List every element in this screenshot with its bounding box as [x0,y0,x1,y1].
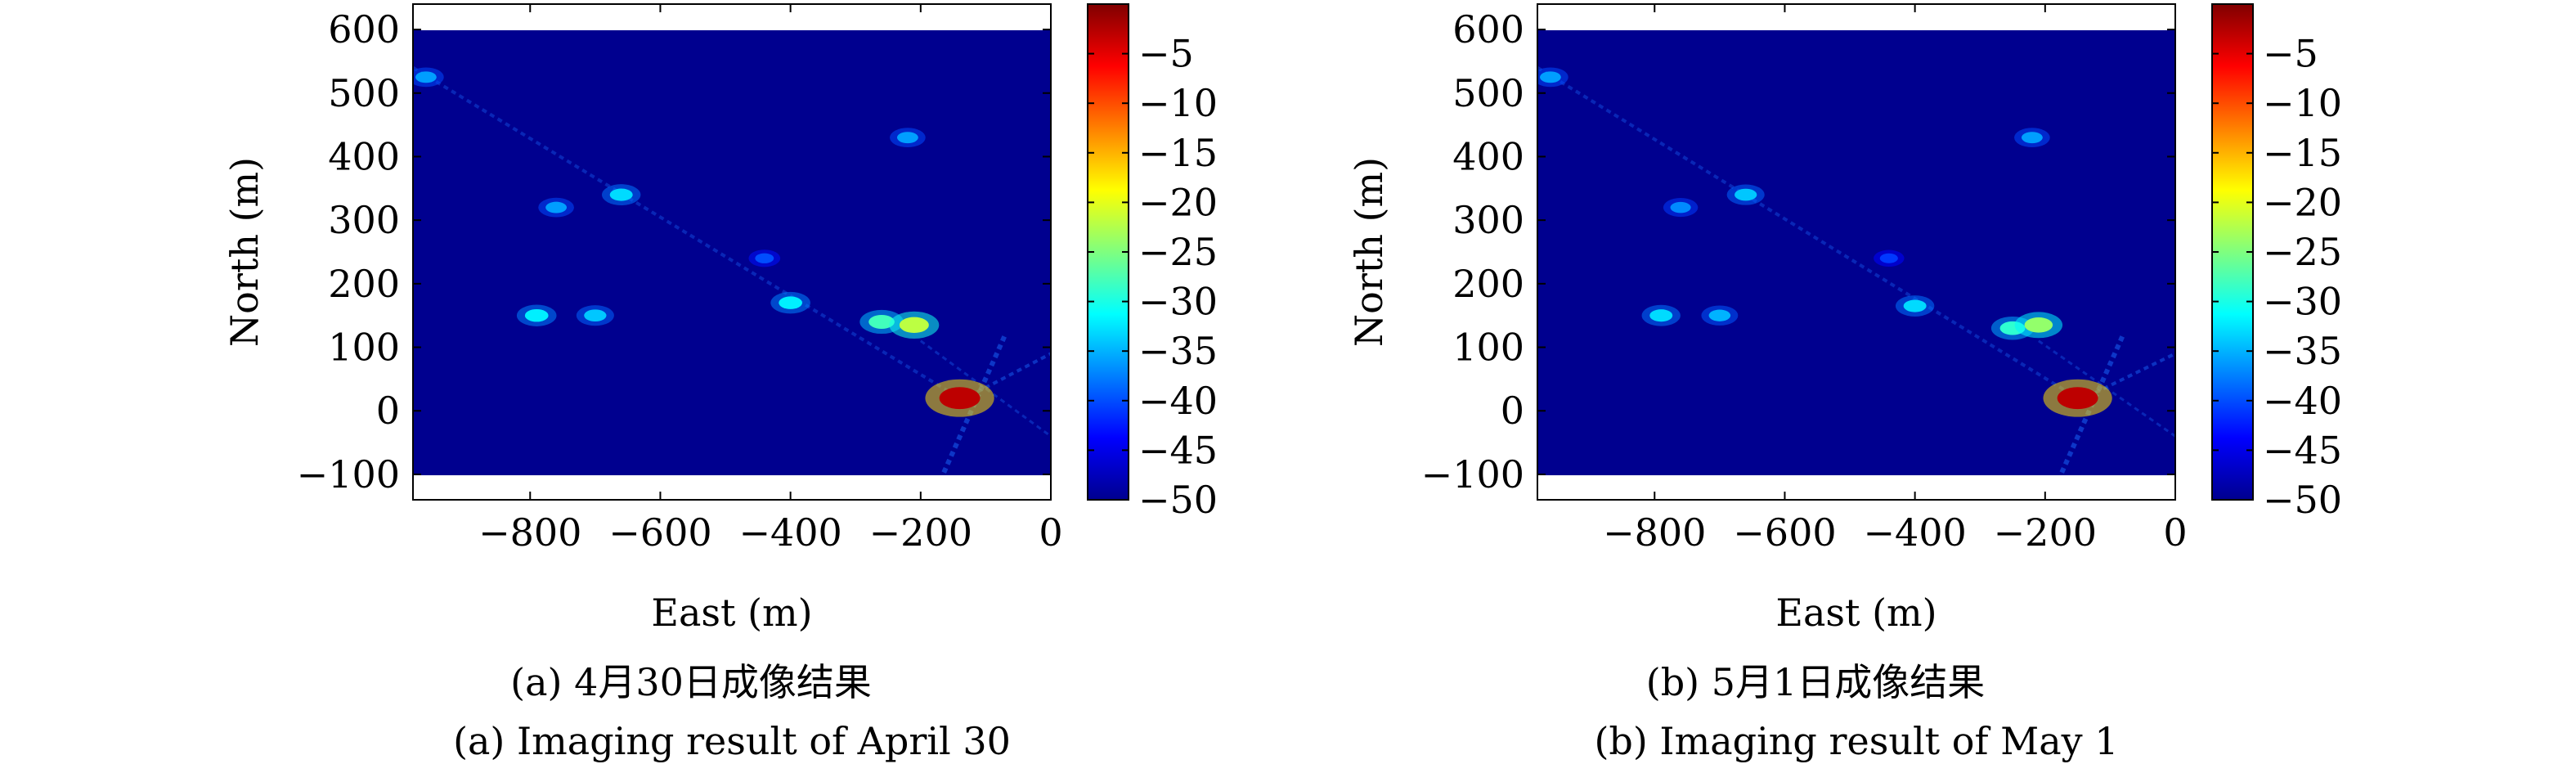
hotspot [1879,253,1898,263]
y-tick-label: −100 [1421,452,1524,497]
hotspot [524,308,549,322]
panel-a-axes-frame [412,3,1052,501]
hotspot [1735,188,1757,201]
hotspot [755,253,774,263]
hotspot [415,71,437,83]
y-tick-label: 500 [1452,71,1524,115]
colorbar-tick-label: −5 [1138,32,1194,76]
panel-a-xlabel: East (m) [651,591,812,635]
colorbar-tick-label: −25 [1138,230,1218,274]
hotspot [2024,317,2053,333]
hotspot [1903,299,1927,312]
panel-b-ylabel: North (m) [1347,157,1391,347]
colorbar-tick-label: −15 [1138,131,1218,175]
colorbar-tick-label: −20 [1138,180,1218,224]
x-tick-label: −200 [1994,510,2097,555]
hotspot [2057,387,2098,410]
panel-b-white-top [1537,4,2175,30]
colorbar-tick-label: −10 [1138,81,1218,125]
x-tick-label: −600 [608,510,711,555]
colorbar-tick-label: −30 [1138,280,1218,324]
colorbar-tick-label: −5 [2263,32,2318,76]
hotspot [545,201,567,213]
hotspot [868,314,895,329]
hotspot [939,387,981,410]
panel-b-heatmap [1537,30,2175,475]
x-tick-label: −800 [1603,510,1706,555]
colorbar-tick-label: −40 [1138,379,1218,423]
x-tick-label: −800 [478,510,581,555]
y-tick-label: 600 [328,7,400,52]
x-tick-label: −200 [869,510,972,555]
y-tick-label: 200 [328,262,400,306]
y-tick-label: 400 [328,134,400,178]
panel-b: −800 −600 −400 −200 0 −100 0 100 200 300 400 500 60… [1347,3,2342,763]
colorbar-tick-label: −50 [1138,478,1218,522]
colorbar-tick-label: −25 [2263,230,2342,274]
panel-b-axes-frame [1537,3,2176,501]
panel-a-caption-en: (a) Imaging result of April 30 [453,719,1011,763]
colorbar-tick-label: −35 [2263,329,2342,373]
hotspot [779,296,802,309]
hotspot [1708,309,1731,321]
y-tick-label: 200 [1452,262,1524,306]
panel-a: −800 −600 −400 −200 0 −100 0 100 200 300 400 500 60… [222,3,1218,763]
panel-a-y-ticks: −100 0 100 200 300 400 500 600 [297,7,1051,497]
x-tick-label: 0 [2163,510,2187,555]
y-tick-label: 500 [328,71,400,115]
colorbar-tick-label: −40 [2263,379,2342,423]
hotspot [1649,309,1673,322]
x-tick-label: −400 [738,510,841,555]
sidelobe-streak [1537,65,2079,400]
panel-b-hotspots [1537,67,2112,417]
panel-a-x-ticks: −800 −600 −400 −200 0 [478,4,1063,555]
panel-b-caption-zh: (b) 5月1日成像结果 [1646,660,1986,704]
hotspot [1540,71,1561,83]
colorbar-tick-label: −15 [2263,131,2342,175]
panel-a-colorbar-ticks: −5 −10 −15 −20 −25 −30 −35 −40 −45 −50 [1088,32,1218,522]
colorbar-tick-label: −45 [1138,428,1218,472]
panel-a-colorbar [1087,3,1129,501]
panel-a-white-bottom [413,475,1051,500]
hotspot [584,309,607,322]
sidelobe-streak [413,65,961,400]
y-tick-label: 0 [376,389,400,433]
panel-b-x-ticks: −800 −600 −400 −200 0 [1603,4,2188,555]
colorbar-tick-label: −20 [2263,180,2342,224]
y-tick-label: 600 [1452,7,1524,52]
hotspot [609,188,633,201]
panel-a-white-top [413,4,1051,30]
colorbar-tick-label: −30 [2263,280,2342,324]
panel-a-ylabel: North (m) [222,157,267,347]
panel-a-hotspots [413,67,994,417]
colorbar-tick-label: −35 [1138,329,1218,373]
x-tick-label: −600 [1733,510,1836,555]
panel-b-xlabel: East (m) [1775,591,1936,635]
hotspot [2022,132,2043,144]
hotspot [899,317,929,334]
y-tick-label: 300 [1452,198,1524,242]
hotspot [1670,201,1691,213]
y-tick-label: 0 [1501,389,1524,433]
panel-a-heatmap [413,30,1051,475]
y-tick-label: 100 [328,326,400,370]
x-tick-label: −400 [1863,510,1966,555]
colorbar-tick-label: −10 [2263,81,2342,125]
panel-b-colorbar-ticks: −5 −10 −15 −20 −25 −30 −35 −40 −45 −50 [2212,32,2342,522]
y-tick-label: 300 [328,198,400,242]
panel-b-white-bottom [1537,475,2175,500]
y-tick-label: 400 [1452,134,1524,178]
y-tick-label: 100 [1452,326,1524,370]
colorbar-tick-label: −45 [2263,428,2342,472]
x-tick-label: 0 [1039,510,1062,555]
panel-b-caption-en: (b) Imaging result of May 1 [1594,719,2118,763]
panel-b-y-ticks: −100 0 100 200 300 400 500 600 [1421,7,2175,497]
hotspot [897,132,918,144]
panel-a-caption-zh: (a) 4月30日成像结果 [510,660,872,704]
y-tick-label: −100 [297,452,400,497]
colorbar-tick-label: −50 [2263,478,2342,522]
